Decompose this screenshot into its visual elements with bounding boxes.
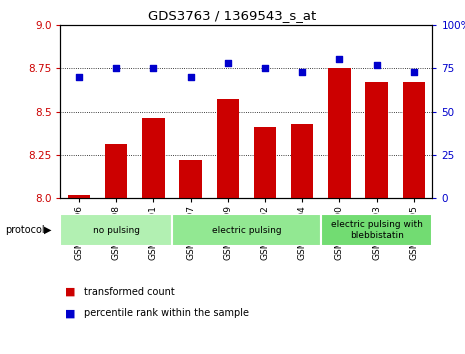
Point	[224, 60, 232, 66]
Text: ▶: ▶	[44, 225, 52, 235]
Bar	[60, 214, 172, 246]
Bar	[217, 99, 239, 198]
Point	[75, 74, 83, 80]
Point	[410, 69, 418, 74]
Text: ■: ■	[65, 308, 76, 318]
Bar	[328, 68, 351, 198]
Point	[150, 65, 157, 71]
Bar	[68, 195, 90, 198]
Bar	[403, 82, 425, 198]
Text: GDS3763 / 1369543_s_at: GDS3763 / 1369543_s_at	[148, 9, 317, 22]
Text: transformed count: transformed count	[84, 287, 174, 297]
Bar	[142, 119, 165, 198]
Bar	[254, 127, 276, 198]
Bar	[179, 160, 202, 198]
Text: no pulsing: no pulsing	[93, 225, 140, 235]
Text: percentile rank within the sample: percentile rank within the sample	[84, 308, 249, 318]
Bar	[365, 82, 388, 198]
Point	[113, 65, 120, 71]
Point	[187, 74, 194, 80]
Text: protocol: protocol	[5, 225, 44, 235]
Point	[336, 57, 343, 62]
Bar	[291, 124, 313, 198]
Point	[299, 69, 306, 74]
Point	[373, 62, 380, 68]
Text: electric pulsing with
blebbistatin: electric pulsing with blebbistatin	[331, 221, 423, 240]
Bar	[172, 214, 321, 246]
Bar	[321, 214, 432, 246]
Text: electric pulsing: electric pulsing	[212, 225, 281, 235]
Point	[261, 65, 269, 71]
Bar	[105, 144, 127, 198]
Text: ■: ■	[65, 287, 76, 297]
